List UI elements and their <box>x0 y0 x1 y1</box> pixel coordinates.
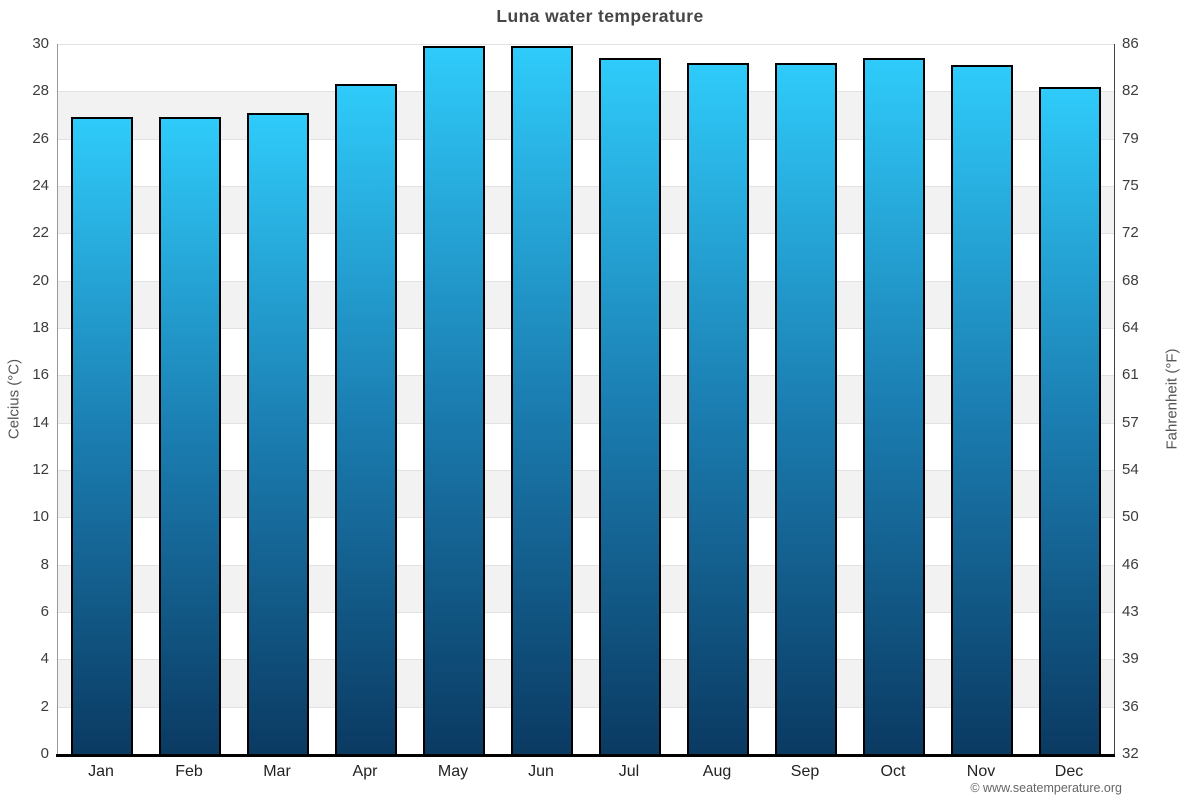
celsius-tick-label: 24 <box>32 177 49 194</box>
gridline <box>58 470 1114 471</box>
celsius-tick-label: 14 <box>32 413 49 431</box>
plot-band <box>58 44 1114 92</box>
plot-band <box>58 422 1114 470</box>
celsius-tick-label: 16 <box>32 366 49 384</box>
month-label-jan: Jan <box>88 763 114 780</box>
celsius-tick-label: 8 <box>40 555 49 573</box>
chart-title: Luna water temperature <box>496 6 704 26</box>
fahrenheit-tick-label: 86 <box>1122 35 1139 52</box>
bar-jul[interactable] <box>599 58 661 754</box>
celsius-tick-label: 2 <box>40 697 49 715</box>
gridline <box>58 328 1114 329</box>
month-label-sep: Sep <box>790 763 820 780</box>
fahrenheit-tick-label: 57 <box>1122 413 1139 431</box>
bar-nov[interactable] <box>951 65 1013 754</box>
plot-band <box>58 564 1114 612</box>
celsius-tick-label: 26 <box>32 129 49 147</box>
bar-sep[interactable] <box>775 62 837 754</box>
plot-band <box>58 470 1114 518</box>
fahrenheit-tick-label: 36 <box>1122 697 1139 715</box>
bar-dec[interactable] <box>1039 86 1101 754</box>
plot-band <box>58 233 1114 281</box>
month-label-feb: Feb <box>175 763 203 780</box>
fahrenheit-tick-label: 75 <box>1122 177 1139 194</box>
month-label-jul: Jul <box>618 763 640 780</box>
fahrenheit-tick-label: 72 <box>1122 224 1139 242</box>
gridline <box>58 706 1114 708</box>
fahrenheit-tick-label: 46 <box>1122 555 1139 573</box>
x-axis-line <box>56 754 1115 757</box>
gridline <box>58 233 1114 235</box>
fahrenheit-tick-label: 39 <box>1122 650 1139 668</box>
plot-band <box>58 186 1114 234</box>
celsius-tick-label: 12 <box>32 461 49 478</box>
month-label-dec: Dec <box>1054 763 1084 780</box>
month-label-may: May <box>437 763 469 780</box>
month-label-apr: Apr <box>352 763 378 780</box>
celsius-tick-label: 0 <box>40 745 49 762</box>
fahrenheit-tick-label: 61 <box>1122 366 1139 384</box>
gridline <box>58 44 1114 45</box>
plot-band <box>58 138 1114 186</box>
bar-oct[interactable] <box>863 58 925 754</box>
fahrenheit-tick-label: 54 <box>1122 461 1139 478</box>
bar-may[interactable] <box>423 46 485 754</box>
bar-jan[interactable] <box>71 117 133 754</box>
month-label-aug: Aug <box>702 763 732 780</box>
fahrenheit-tick-label: 79 <box>1122 129 1139 147</box>
bar-mar[interactable] <box>247 112 309 754</box>
gridline <box>58 612 1114 613</box>
month-label-mar: Mar <box>263 763 291 780</box>
gridline <box>58 280 1114 282</box>
bar-aug[interactable] <box>687 62 749 754</box>
gridline <box>58 186 1114 187</box>
celsius-tick-label: 4 <box>40 650 49 668</box>
gridline <box>58 422 1114 424</box>
plot-band <box>58 612 1114 660</box>
plot-band <box>58 280 1114 328</box>
month-label-oct: Oct <box>880 763 906 780</box>
celsius-tick-label: 18 <box>32 319 49 336</box>
celsius-tick-label: 6 <box>40 603 49 620</box>
gridline <box>58 375 1114 377</box>
plot-band <box>58 706 1114 754</box>
celsius-tick-label: 30 <box>32 35 49 52</box>
bar-apr[interactable] <box>335 84 397 754</box>
fahrenheit-tick-label: 68 <box>1122 271 1139 289</box>
plot-band <box>58 659 1114 707</box>
fahrenheit-tick-label: 82 <box>1122 82 1139 100</box>
plot-band <box>58 91 1114 139</box>
bar-feb[interactable] <box>159 117 221 754</box>
gridline <box>58 91 1114 93</box>
gridline <box>58 564 1114 566</box>
y-axis-title-fahrenheit: Fahrenheit (°F) <box>1163 348 1181 450</box>
gridline <box>58 517 1114 519</box>
celsius-tick-label: 28 <box>32 82 49 100</box>
gridline <box>58 138 1114 140</box>
plot-band <box>58 375 1114 423</box>
fahrenheit-tick-label: 64 <box>1122 319 1139 336</box>
fahrenheit-tick-label: 43 <box>1122 603 1139 620</box>
plot-band <box>58 517 1114 565</box>
month-label-jun: Jun <box>528 763 554 780</box>
bar-jun[interactable] <box>511 46 573 754</box>
plot-area <box>57 44 1115 754</box>
month-label-nov: Nov <box>966 763 996 780</box>
fahrenheit-tick-label: 50 <box>1122 508 1139 526</box>
gridline <box>58 659 1114 661</box>
celsius-tick-label: 22 <box>32 224 49 242</box>
celsius-tick-label: 10 <box>32 508 49 526</box>
plot-band <box>58 328 1114 376</box>
attribution-text: © www.seatemperature.org <box>970 781 1122 795</box>
celsius-tick-label: 20 <box>32 271 49 289</box>
fahrenheit-tick-label: 32 <box>1122 745 1139 762</box>
